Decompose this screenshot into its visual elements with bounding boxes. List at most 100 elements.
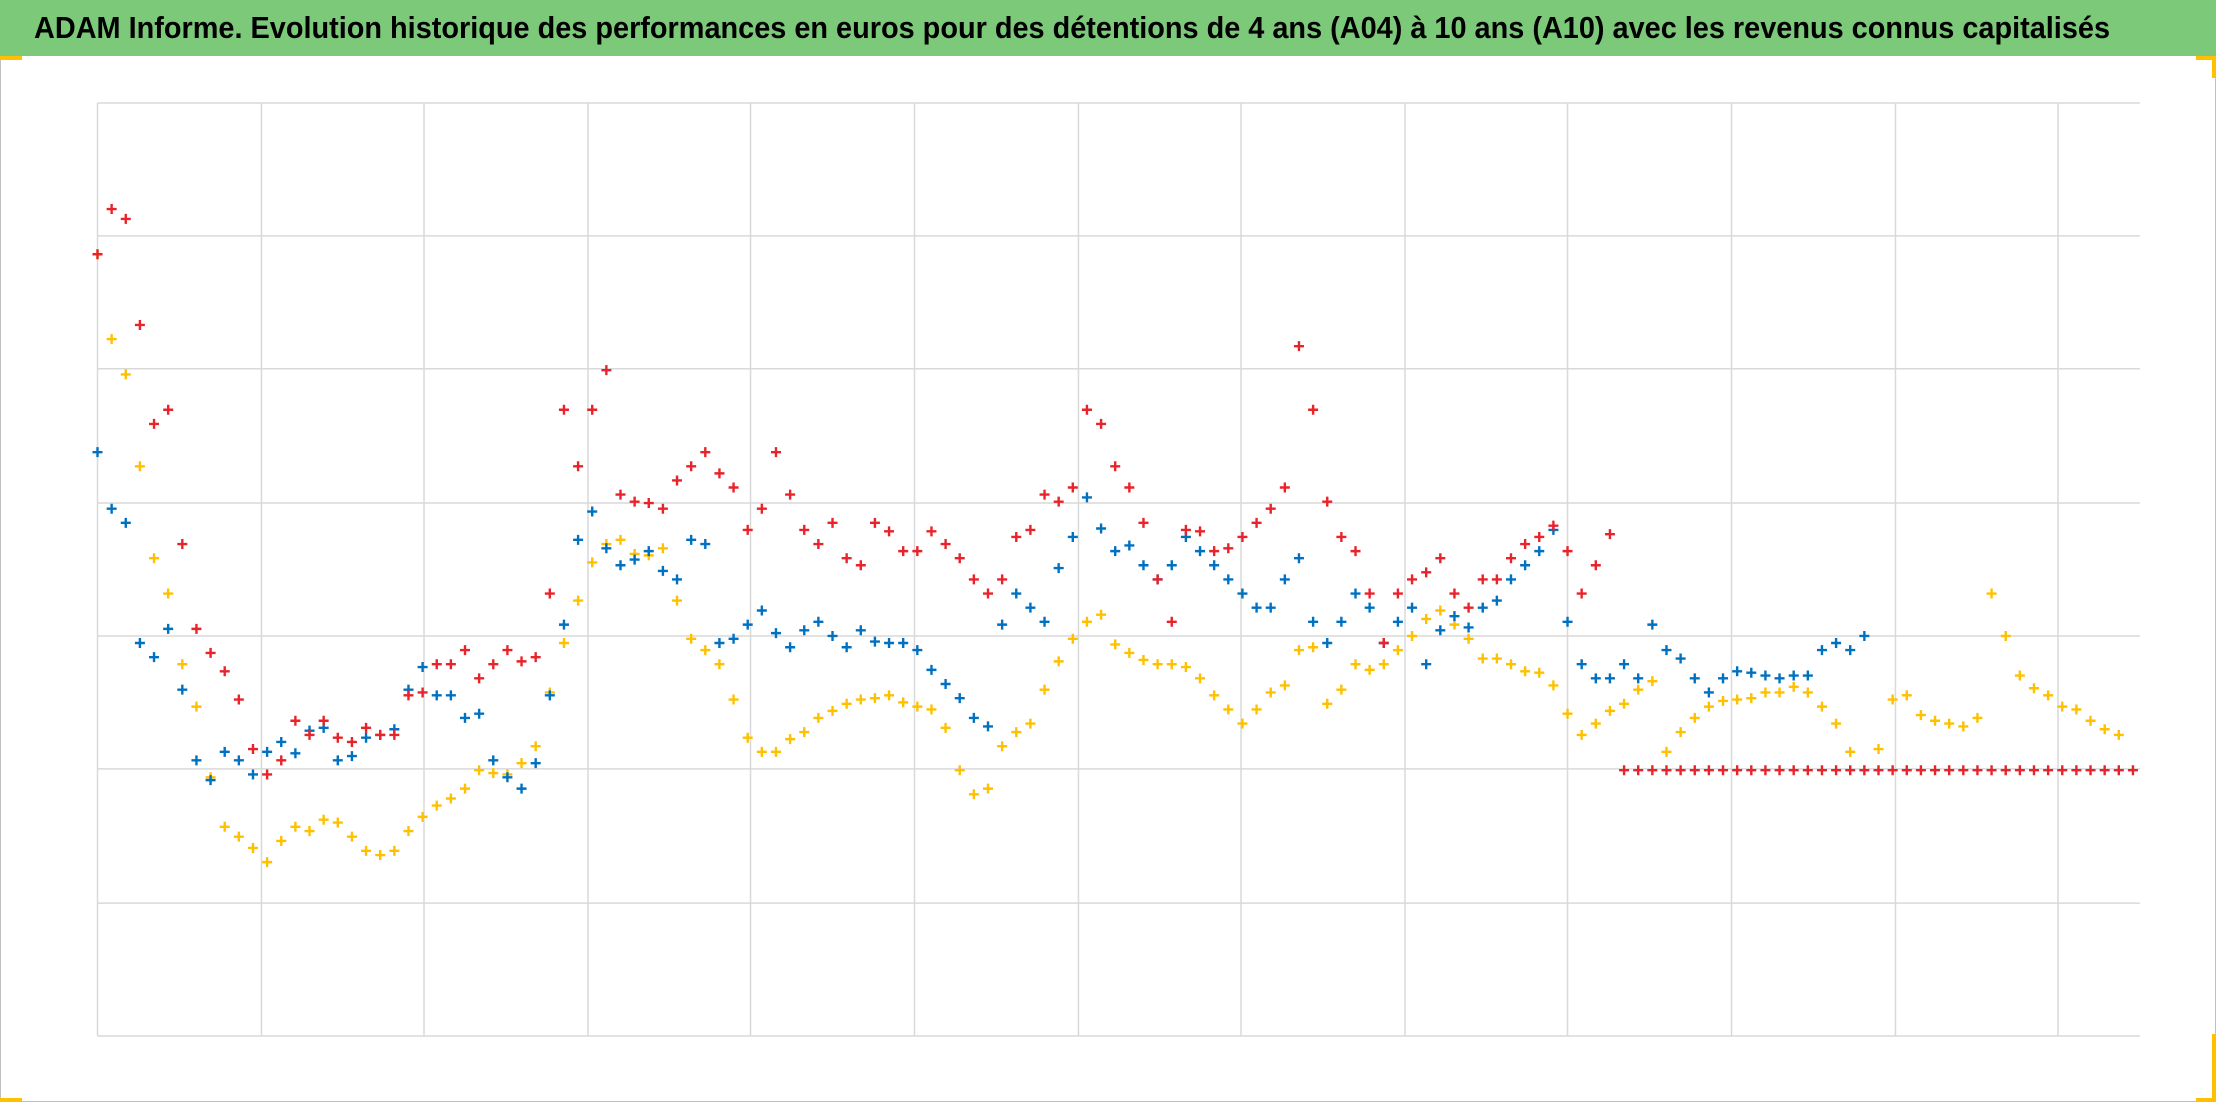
plus-marker (1251, 517, 1262, 528)
plus-marker (770, 628, 781, 639)
plus-marker (1520, 666, 1531, 677)
plus-marker (827, 705, 838, 716)
plus-marker (502, 645, 513, 656)
plus-marker (1760, 670, 1771, 681)
plus-marker (643, 498, 654, 509)
plus-marker (587, 404, 598, 415)
plus-marker (1265, 687, 1276, 698)
plus-marker (686, 534, 697, 545)
plus-marker (2099, 724, 2110, 735)
plus-marker (983, 588, 994, 599)
plus-marker (1364, 588, 1375, 599)
plus-marker (714, 638, 725, 649)
plus-marker (1039, 616, 1050, 627)
plus-marker (1619, 659, 1630, 670)
plus-marker (205, 775, 216, 786)
plus-marker (1180, 662, 1191, 673)
plus-marker (1986, 765, 1997, 776)
plus-marker (657, 565, 668, 576)
plus-marker (615, 489, 626, 500)
plus-marker (714, 468, 725, 479)
plus-marker (1915, 710, 1926, 721)
plus-marker (770, 447, 781, 458)
plus-marker (940, 539, 951, 550)
plus-marker (601, 365, 612, 376)
plus-marker (1661, 746, 1672, 757)
plus-marker (1774, 673, 1785, 684)
plus-marker (1477, 574, 1488, 585)
plus-marker (1576, 729, 1587, 740)
plus-marker (276, 736, 287, 747)
plus-marker (1718, 673, 1729, 684)
plus-marker (120, 517, 131, 528)
plus-marker (1053, 563, 1064, 574)
plus-marker (912, 701, 923, 712)
plus-marker (191, 623, 202, 634)
plus-marker (276, 755, 287, 766)
plus-marker (813, 616, 824, 627)
plus-marker (361, 845, 372, 856)
plus-marker (643, 546, 654, 557)
plus-marker (615, 560, 626, 571)
plus-marker (1025, 524, 1036, 535)
plus-marker (389, 845, 400, 856)
plus-marker (997, 619, 1008, 630)
plus-marker (1421, 613, 1432, 624)
plus-marker (1152, 574, 1163, 585)
plus-marker (375, 850, 386, 861)
plus-marker (728, 482, 739, 493)
plus-marker (1831, 638, 1842, 649)
plus-marker (1463, 633, 1474, 644)
plus-marker (516, 758, 527, 769)
plus-marker (445, 793, 456, 804)
plus-marker (1293, 553, 1304, 564)
plus-marker (573, 595, 584, 606)
plus-marker (1237, 531, 1248, 542)
plus-marker (1816, 645, 1827, 656)
plus-marker (926, 704, 937, 715)
plus-marker (177, 659, 188, 670)
plus-marker (1887, 694, 1898, 705)
plus-marker (1901, 690, 1912, 701)
plus-marker (1166, 560, 1177, 571)
plus-marker (361, 732, 372, 743)
plus-marker (1845, 645, 1856, 656)
plus-marker (1788, 765, 1799, 776)
plus-marker (1350, 588, 1361, 599)
plus-marker (106, 334, 117, 345)
plus-marker (290, 748, 301, 759)
plus-marker (1505, 574, 1516, 585)
plus-marker (134, 319, 145, 330)
plus-marker (898, 697, 909, 708)
plus-marker (1166, 659, 1177, 670)
plus-marker (1138, 654, 1149, 665)
plus-marker (1703, 687, 1714, 698)
plus-marker (855, 560, 866, 571)
plus-marker (1958, 721, 1969, 732)
plus-marker (884, 526, 895, 537)
plus-marker (1689, 712, 1700, 723)
plus-marker (1930, 765, 1941, 776)
plus-marker (1067, 482, 1078, 493)
plus-marker (1873, 765, 1884, 776)
plus-marker (1576, 588, 1587, 599)
plus-marker (1011, 727, 1022, 738)
plus-marker (1619, 765, 1630, 776)
plus-marker (841, 553, 852, 564)
plus-marker (700, 539, 711, 550)
plus-marker (149, 418, 160, 429)
plus-marker (1901, 765, 1912, 776)
plus-marker (1633, 673, 1644, 684)
plus-marker (799, 727, 810, 738)
plus-marker (1972, 712, 1983, 723)
plus-marker (1025, 718, 1036, 729)
plus-marker (1873, 744, 1884, 755)
plus-marker (912, 546, 923, 557)
plus-marker (714, 659, 725, 670)
plus-marker (1392, 588, 1403, 599)
plus-marker (346, 831, 357, 842)
plus-marker (785, 642, 796, 653)
plus-marker (912, 645, 923, 656)
plus-marker (516, 783, 527, 794)
plus-marker (1364, 664, 1375, 675)
